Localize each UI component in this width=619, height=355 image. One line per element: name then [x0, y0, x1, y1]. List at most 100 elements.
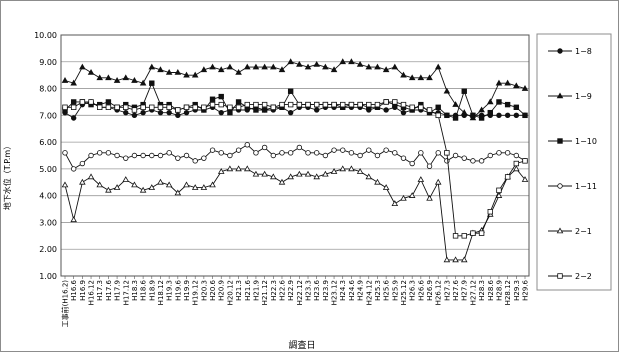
data-point — [496, 99, 502, 105]
data-point — [504, 101, 511, 108]
data-point — [313, 150, 320, 156]
data-point — [62, 150, 68, 156]
data-point — [261, 107, 268, 113]
x-tick-label: H18.9 — [148, 280, 156, 301]
data-point — [426, 163, 433, 169]
data-point — [322, 101, 329, 108]
x-tick-label: H20.9 — [218, 280, 226, 301]
data-point — [356, 168, 364, 174]
x-tick-label: H18.6 — [140, 279, 148, 300]
data-point — [366, 101, 372, 108]
plot-area — [60, 34, 530, 277]
data-point — [97, 104, 103, 110]
x-tick-label: H25.12 — [400, 280, 408, 305]
data-point — [79, 178, 86, 185]
x-tick-label: H24.3 — [339, 280, 347, 301]
data-point — [513, 165, 520, 172]
data-point — [374, 178, 381, 185]
y-tick-label: 2.00 — [39, 245, 57, 254]
data-point — [165, 68, 173, 75]
data-point — [443, 256, 451, 263]
data-point — [461, 233, 467, 239]
data-point — [365, 173, 373, 180]
data-point — [452, 233, 459, 239]
legend-item: 1−8 — [548, 47, 592, 56]
y-tick-label: 7.00 — [39, 111, 57, 120]
data-point — [252, 170, 260, 177]
x-tick-label: H23.12 — [331, 280, 339, 305]
data-point — [444, 112, 450, 119]
x-tick-label: H22.6 — [278, 279, 286, 300]
legend-label: 1−10 — [575, 137, 597, 146]
data-point — [97, 150, 103, 156]
data-point — [244, 101, 250, 108]
x-tick-label: H28.6 — [487, 279, 495, 300]
x-tick-label: H17.9 — [114, 280, 122, 301]
x-tick-label: H18.3 — [131, 280, 139, 301]
data-point — [61, 181, 69, 188]
data-point — [261, 144, 268, 151]
x-tick-label: H28.12 — [504, 280, 512, 305]
data-point — [330, 66, 338, 73]
data-point — [322, 152, 329, 159]
data-point — [253, 107, 259, 113]
data-point — [131, 112, 138, 119]
data-point — [461, 155, 467, 161]
data-point — [113, 184, 121, 190]
x-tick-label: H17.3 — [96, 280, 104, 301]
data-point — [305, 101, 311, 108]
x-tick-label: H16.12 — [88, 280, 96, 305]
data-point — [374, 101, 381, 108]
data-point — [70, 216, 77, 223]
data-point — [140, 104, 146, 110]
legend-item: 1−11 — [548, 182, 597, 191]
data-point — [105, 104, 112, 110]
data-point — [313, 101, 320, 108]
data-point — [513, 152, 520, 159]
x-tick-label: H25.9 — [391, 280, 399, 301]
data-point — [157, 178, 164, 185]
data-point — [227, 104, 233, 110]
data-point — [243, 63, 251, 70]
data-point — [157, 152, 164, 159]
data-point — [79, 160, 86, 167]
data-point — [270, 173, 277, 180]
data-point — [287, 173, 294, 180]
data-point — [218, 101, 224, 108]
data-point — [400, 194, 407, 201]
data-point — [192, 158, 198, 164]
x-tick-label: H19.12 — [192, 280, 200, 305]
data-point — [253, 101, 259, 108]
x-tick-label: H22.12 — [296, 280, 304, 305]
data-point — [522, 158, 528, 164]
data-point — [175, 112, 181, 119]
data-point — [365, 63, 373, 70]
data-point — [487, 152, 493, 159]
data-point — [183, 181, 190, 188]
data-point — [235, 99, 242, 105]
x-tick-label: H21.12 — [261, 280, 269, 305]
legend-marker — [557, 273, 563, 279]
data-point — [87, 68, 95, 75]
data-point — [460, 256, 468, 263]
gridlines — [60, 34, 530, 277]
x-tick-label: H20.6 — [209, 279, 217, 300]
data-point — [88, 99, 94, 105]
data-point — [400, 155, 407, 161]
legend-label: 1−11 — [575, 182, 597, 191]
legend-box — [536, 33, 612, 291]
data-point — [478, 158, 485, 164]
x-tick-label: H27.9 — [461, 280, 469, 301]
x-tick-label: H26.3 — [409, 280, 417, 301]
data-point — [426, 74, 433, 81]
data-point — [340, 147, 346, 153]
data-point — [452, 256, 459, 263]
x-tick-label: H29.3 — [513, 280, 521, 301]
data-point — [357, 101, 363, 108]
data-point — [174, 68, 182, 75]
data-point — [348, 58, 355, 65]
data-point — [175, 155, 181, 161]
legend-label: 1−8 — [575, 47, 592, 56]
